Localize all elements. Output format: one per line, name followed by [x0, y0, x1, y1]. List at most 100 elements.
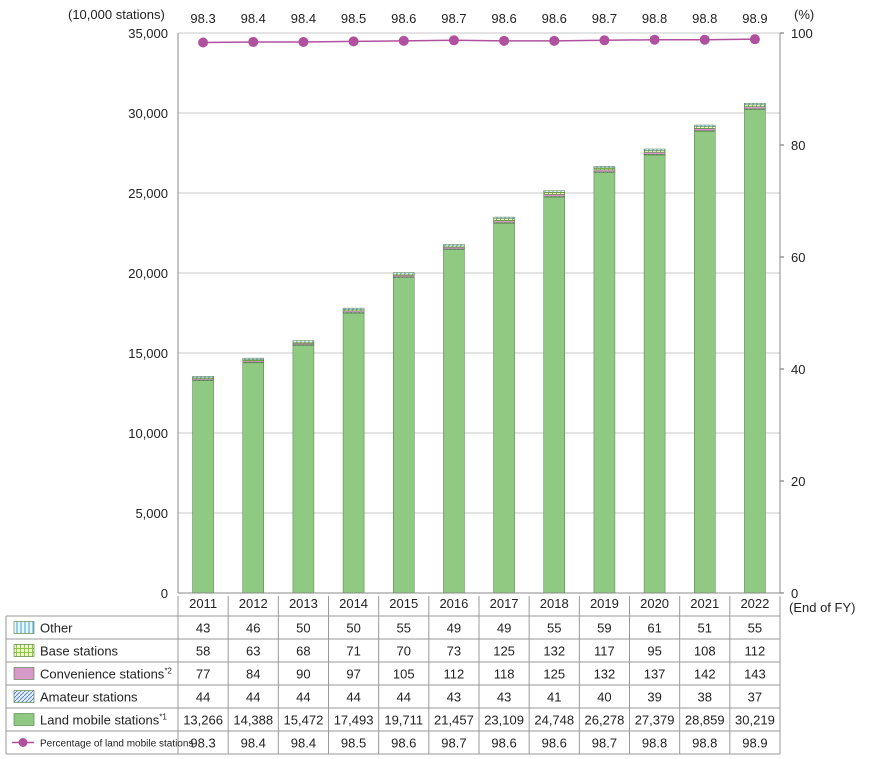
table-cell: 73 — [447, 644, 461, 659]
bar-segment — [493, 218, 515, 221]
table-cell: 55 — [748, 621, 762, 636]
footnote-marker: *1 — [159, 713, 167, 722]
table-cell: 44 — [397, 690, 411, 705]
data-table: Other 43 46 50 50 55 49 49 55 59 61 51 55 Base statio… — [5, 596, 781, 755]
bar-segment — [744, 104, 766, 107]
x-tick-label: 2022 — [740, 596, 769, 611]
table-cell: 49 — [447, 621, 461, 636]
table-cell: 38 — [698, 690, 712, 705]
table-cell: 132 — [543, 644, 565, 659]
table-cell: 44 — [346, 690, 360, 705]
bar-segment — [493, 223, 515, 594]
bar-segment — [744, 106, 766, 110]
percentage-point — [749, 34, 760, 45]
table-cell: 21,457 — [434, 713, 474, 728]
table-row-label: Base stations — [40, 644, 119, 659]
y-tick-label: 20,000 — [128, 266, 168, 281]
table-cell: 143 — [744, 667, 766, 682]
table-cell: 98.5 — [341, 736, 366, 751]
table-row-label: Land mobile stations*1 — [40, 713, 167, 728]
x-tick-label: 2015 — [389, 596, 418, 611]
y2-tick-label: 60 — [791, 250, 805, 265]
y-axis-title: (10,000 stations) — [68, 7, 165, 22]
table-cell: 98.3 — [190, 736, 215, 751]
table-row-label: Amateur stations — [40, 690, 138, 705]
percentage-point — [549, 35, 560, 46]
table-cell: 55 — [547, 621, 561, 636]
gridlines — [178, 32, 780, 594]
percentage-line: 98.3 98.4 98.4 98.5 98.6 98.7 98.6 98.6 98.7 98.8… — [190, 11, 768, 48]
x-axis-title: (End of FY) — [789, 600, 855, 615]
table-cell: 125 — [543, 667, 565, 682]
percentage-point — [699, 34, 710, 45]
y2-tick-label: 0 — [791, 586, 798, 601]
table-cell: 137 — [644, 667, 666, 682]
table-cell: 27,379 — [635, 713, 675, 728]
percentage-data-label: 98.6 — [542, 11, 567, 26]
bars — [192, 102, 766, 594]
legend-swatch — [13, 644, 35, 657]
bar-segment — [593, 167, 616, 171]
y-tick-label: 5,000 — [135, 506, 168, 521]
table-cell: 43 — [447, 690, 461, 705]
x-tick-label: 2016 — [439, 596, 468, 611]
table-cell: 98.6 — [542, 736, 567, 751]
table-cell: 98.7 — [592, 736, 617, 751]
table-cell: 30,219 — [735, 713, 775, 728]
table-cell: 59 — [597, 621, 611, 636]
table-cell: 40 — [597, 690, 611, 705]
bar-segment — [593, 169, 616, 173]
table-cell: 105 — [393, 667, 415, 682]
table-cell: 84 — [246, 667, 260, 682]
percentage-data-label: 98.4 — [291, 11, 316, 26]
y-tick-label: 35,000 — [128, 26, 168, 41]
bar-segment — [242, 362, 264, 594]
table-cell: 90 — [296, 667, 310, 682]
percentage-point — [248, 36, 259, 47]
bar-segment — [493, 216, 515, 219]
table-cell: 142 — [694, 667, 716, 682]
percentage-point — [348, 36, 359, 47]
legend-swatch — [13, 713, 35, 726]
percentage-data-label: 98.7 — [592, 11, 617, 26]
y2-tick-label: 20 — [791, 474, 805, 489]
percentage-line-path — [203, 38, 755, 44]
bar-segment — [443, 246, 465, 250]
percentage-point — [448, 35, 459, 46]
table-cell: 125 — [493, 644, 515, 659]
table-cell: 112 — [745, 644, 766, 659]
legend-point-key — [18, 738, 28, 747]
table-cell: 13,266 — [183, 713, 223, 728]
bar-segment — [493, 220, 515, 223]
table-cell: 19,711 — [384, 713, 423, 728]
table-cell: 15,472 — [284, 713, 324, 728]
table-cell: 95 — [647, 644, 661, 659]
table-cell: 49 — [497, 621, 511, 636]
table-cell: 108 — [694, 644, 716, 659]
table-cell: 112 — [444, 667, 465, 682]
bar-segment — [744, 102, 766, 106]
bar-segment — [694, 124, 716, 127]
bar-segment — [543, 194, 565, 197]
x-tick-label: 2011 — [189, 596, 217, 611]
table-cell: 39 — [647, 690, 661, 705]
table-cell: 98.8 — [692, 736, 717, 751]
table-cell: 98.4 — [291, 736, 316, 751]
y-tick-label: 10,000 — [128, 426, 168, 441]
bar-segment — [593, 166, 616, 169]
bar-segment — [694, 126, 716, 129]
y-tick-label: 15,000 — [128, 346, 168, 361]
y2-axis-title: (%) — [794, 7, 814, 22]
table-cell: 23,109 — [484, 713, 524, 728]
table-cell: 68 — [296, 644, 310, 659]
table-cell: 98.7 — [441, 736, 466, 751]
x-tick-label: 2012 — [239, 596, 268, 611]
percentage-data-label: 98.6 — [491, 11, 516, 26]
table-cell: 55 — [397, 621, 411, 636]
table-cell: 77 — [196, 667, 210, 682]
table-cell: 14,388 — [233, 713, 273, 728]
y-tick-label: 0 — [161, 586, 168, 601]
axes: (10,000 stations) (%) (End of FY) 0 5,000… — [68, 7, 855, 615]
table-cell: 50 — [346, 621, 360, 636]
